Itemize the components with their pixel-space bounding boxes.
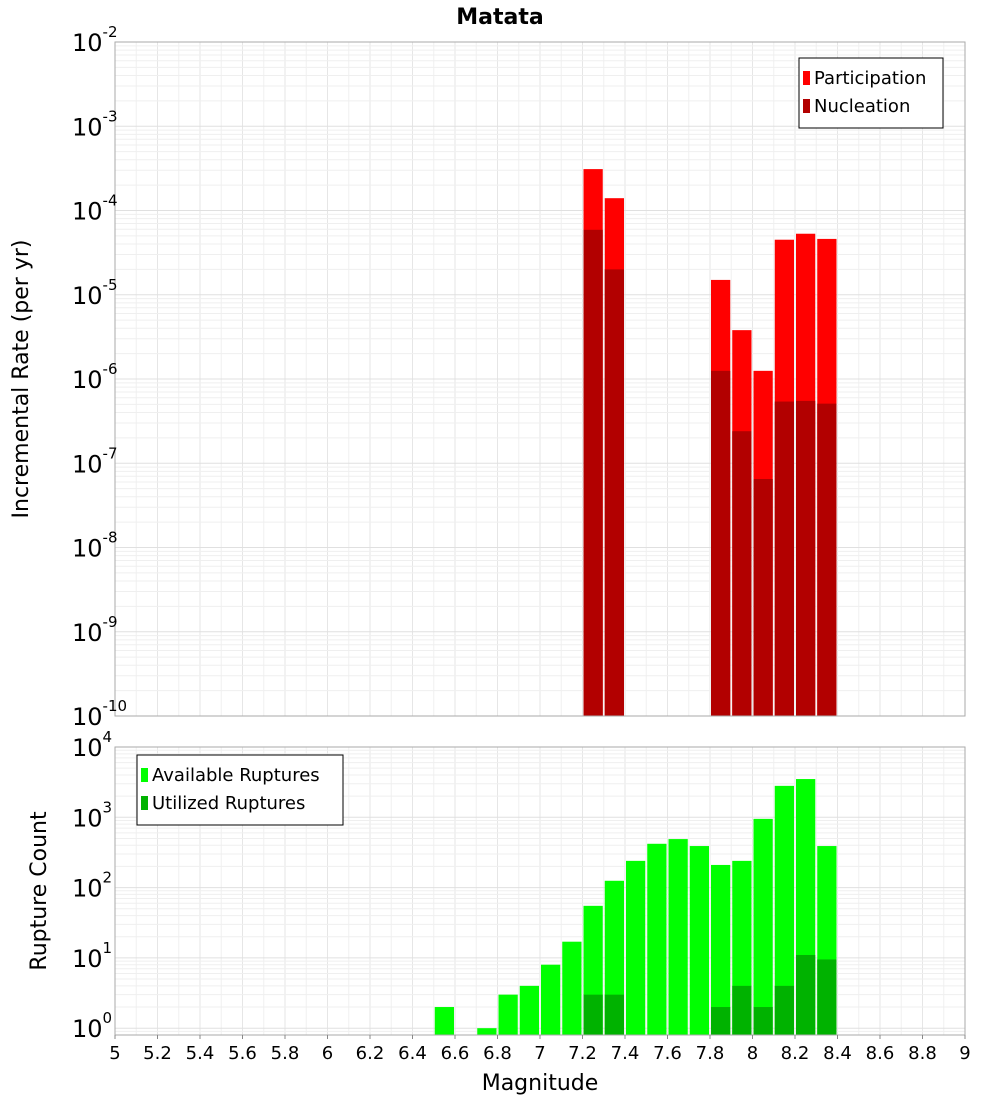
bar-available-ruptures bbox=[519, 985, 539, 1035]
legend-label: Utilized Ruptures bbox=[152, 793, 305, 814]
legend-label: Nucleation bbox=[814, 96, 910, 117]
top-plot-gridlines bbox=[114, 41, 966, 717]
x-tick-label: 8.6 bbox=[866, 1043, 895, 1064]
top-y-axis-label: Incremental Rate (per yr) bbox=[9, 240, 34, 519]
bar-nucleation bbox=[583, 229, 603, 716]
x-tick-label: 7 bbox=[534, 1043, 545, 1064]
bar-available-ruptures bbox=[753, 818, 773, 1035]
y-tick-label: 102 bbox=[72, 869, 112, 903]
bar-nucleation bbox=[711, 370, 731, 716]
bar-available-ruptures bbox=[668, 839, 688, 1035]
x-tick-label: 9 bbox=[959, 1043, 970, 1064]
bottom-y-tick-labels: 100 101 102 103 104 bbox=[72, 728, 112, 1043]
x-tick-label: 6.2 bbox=[356, 1043, 385, 1064]
x-tick-label: 7.6 bbox=[653, 1043, 682, 1064]
bar-nucleation bbox=[774, 401, 794, 716]
x-axis-label: Magnitude bbox=[482, 1071, 599, 1096]
y-tick-label: 10-6 bbox=[72, 360, 118, 394]
bar-nucleation bbox=[604, 269, 624, 716]
bar-utilized-ruptures bbox=[817, 959, 837, 1035]
x-tick-label: 6.4 bbox=[398, 1043, 427, 1064]
bar-utilized-ruptures bbox=[732, 985, 752, 1035]
x-tick-label: 8.8 bbox=[908, 1043, 937, 1064]
legend-swatch bbox=[141, 796, 148, 810]
legend-label: Participation bbox=[814, 68, 926, 89]
bar-available-ruptures bbox=[774, 785, 794, 1035]
rupture-count-plot: 100 101 102 103 104 5 5.2 5.4 5.6 5.8 6 6.2 6.4 6.6 6… bbox=[27, 728, 971, 1096]
y-tick-label: 10-9 bbox=[72, 613, 118, 647]
bar-available-ruptures bbox=[626, 860, 646, 1035]
x-tick-label: 6 bbox=[322, 1043, 333, 1064]
y-tick-label: 10-10 bbox=[72, 697, 127, 731]
legend-swatch bbox=[141, 768, 148, 782]
bar-utilized-ruptures bbox=[774, 985, 794, 1035]
x-tick-label: 7.2 bbox=[568, 1043, 597, 1064]
bar-available-ruptures bbox=[477, 1028, 497, 1035]
legend-swatch bbox=[803, 99, 810, 113]
bar-available-ruptures bbox=[689, 846, 709, 1035]
bar-available-ruptures bbox=[434, 1007, 454, 1035]
y-tick-label: 100 bbox=[72, 1009, 112, 1043]
bar-available-ruptures bbox=[647, 843, 667, 1035]
legend-label: Available Ruptures bbox=[152, 765, 320, 786]
legend-box bbox=[798, 57, 944, 129]
y-tick-label: 10-8 bbox=[72, 529, 118, 563]
bar-nucleation bbox=[732, 431, 752, 716]
bottom-plot-bars bbox=[434, 779, 837, 1035]
x-tick-label: 8.4 bbox=[823, 1043, 852, 1064]
x-tick-label: 5.6 bbox=[228, 1043, 257, 1064]
bar-utilized-ruptures bbox=[711, 1007, 731, 1035]
bar-utilized-ruptures bbox=[796, 954, 816, 1035]
legend-box bbox=[136, 754, 344, 826]
y-tick-label: 10-3 bbox=[72, 107, 118, 141]
x-tick-label: 7.4 bbox=[611, 1043, 640, 1064]
bar-utilized-ruptures bbox=[604, 994, 624, 1035]
bar-nucleation bbox=[753, 479, 773, 716]
top-plot-frame bbox=[114, 41, 966, 717]
y-tick-label: 10-7 bbox=[72, 444, 118, 478]
bottom-legend: Available Ruptures Utilized Ruptures bbox=[136, 754, 344, 826]
bar-nucleation bbox=[796, 400, 816, 716]
bottom-y-axis-label: Rupture Count bbox=[27, 811, 52, 971]
x-tick-label: 5.8 bbox=[271, 1043, 300, 1064]
chart-title: Matata bbox=[456, 5, 543, 30]
y-tick-label: 10-5 bbox=[72, 276, 118, 310]
bar-available-ruptures bbox=[562, 941, 582, 1035]
top-y-tick-labels: 10-10 10-9 10-8 10-7 10-6 10-5 10-4 10-3 10-2 bbox=[72, 23, 127, 731]
bar-available-ruptures bbox=[498, 994, 518, 1035]
x-tick-label: 5.2 bbox=[143, 1043, 172, 1064]
bar-nucleation bbox=[817, 403, 837, 716]
x-tick-label: 8 bbox=[747, 1043, 758, 1064]
x-tick-label: 5 bbox=[109, 1043, 120, 1064]
bar-utilized-ruptures bbox=[583, 994, 603, 1035]
y-tick-label: 10-2 bbox=[72, 23, 118, 57]
top-legend: Participation Nucleation bbox=[798, 57, 944, 129]
y-tick-label: 104 bbox=[72, 728, 112, 762]
x-tick-label: 7.8 bbox=[696, 1043, 725, 1064]
y-tick-label: 103 bbox=[72, 798, 112, 832]
x-tick-label: 8.2 bbox=[781, 1043, 810, 1064]
bar-available-ruptures bbox=[711, 864, 731, 1035]
bar-utilized-ruptures bbox=[753, 1007, 773, 1035]
x-tick-labels: 5 5.2 5.4 5.6 5.8 6 6.2 6.4 6.6 6.8 7 7.2 7.4 7.6 7.8 8… bbox=[109, 1035, 971, 1064]
y-tick-label: 101 bbox=[72, 939, 112, 973]
legend-swatch bbox=[803, 71, 810, 85]
x-tick-label: 6.6 bbox=[441, 1043, 470, 1064]
x-tick-label: 6.8 bbox=[483, 1043, 512, 1064]
bar-available-ruptures bbox=[541, 964, 561, 1035]
x-tick-label: 5.4 bbox=[186, 1043, 215, 1064]
top-plot-bars bbox=[583, 169, 837, 717]
incremental-rate-plot: 10-10 10-9 10-8 10-7 10-6 10-5 10-4 10-3 10-2 In… bbox=[9, 23, 966, 731]
y-tick-label: 10-4 bbox=[72, 192, 118, 226]
